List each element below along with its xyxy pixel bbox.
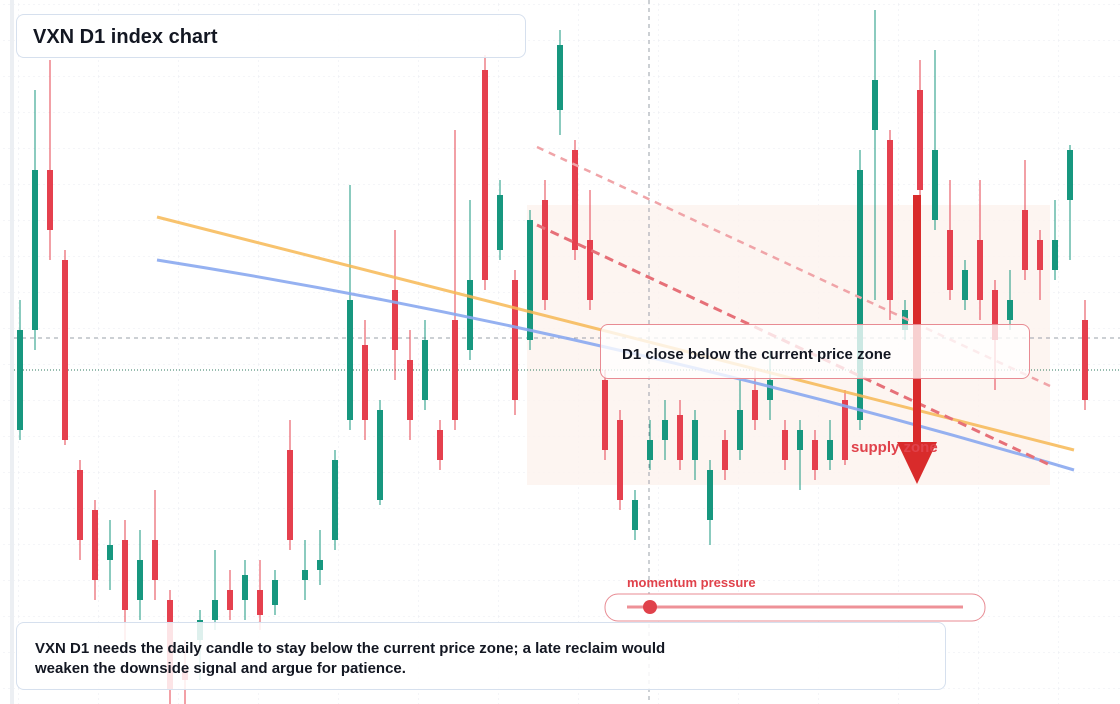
callout-text: D1 close below the current price zone (622, 346, 892, 363)
candle-body (92, 510, 98, 580)
candle-body (287, 450, 293, 540)
title-box: VXN D1 index chart (16, 14, 526, 58)
candle-body (962, 270, 968, 300)
candle-body (17, 330, 23, 430)
candle-body (722, 440, 728, 470)
candle-body (1082, 320, 1088, 400)
candle-body (917, 90, 923, 190)
candle-body (977, 240, 983, 300)
candle-body (407, 360, 413, 420)
candle-body (377, 410, 383, 500)
candle-body (557, 45, 563, 110)
candle-body (902, 310, 908, 330)
channel-lower (536, 223, 1051, 467)
candle-body (797, 430, 803, 450)
note-box: VXN D1 needs the daily candle to stay be… (16, 622, 946, 690)
candle-body (677, 415, 683, 460)
candle-body (512, 280, 518, 400)
candle-body (437, 430, 443, 460)
candle-body (527, 220, 533, 340)
candle-body (107, 545, 113, 560)
candle-body (872, 80, 878, 130)
gauge-knob (643, 600, 657, 614)
candle-body (842, 400, 848, 460)
candle-body (692, 420, 698, 460)
candle-body (272, 580, 278, 605)
candle-body (422, 340, 428, 400)
candle-body (617, 420, 623, 500)
candle-body (812, 440, 818, 470)
candle-body (587, 240, 593, 300)
candle-body (1037, 240, 1043, 270)
candle-body (1007, 300, 1013, 320)
candle-body (827, 440, 833, 460)
candle-body (77, 470, 83, 540)
callout: D1 close below the current price zone (600, 324, 1030, 379)
candle-body (137, 560, 143, 600)
candle-body (347, 300, 353, 420)
candle-body (632, 500, 638, 530)
candle-body (227, 590, 233, 610)
candle-body (737, 410, 743, 450)
candle-body (647, 440, 653, 460)
candle-body (482, 70, 488, 280)
candle-body (32, 170, 38, 330)
candle-body (332, 460, 338, 540)
candle-body (782, 430, 788, 460)
candle-body (1052, 240, 1058, 270)
candle-body (767, 380, 773, 400)
zone-label: supply zone (851, 439, 938, 456)
candle-body (752, 390, 758, 420)
arrow-head (897, 442, 937, 484)
candle-body (1067, 150, 1073, 200)
chart-title: VXN D1 index chart (33, 26, 218, 48)
candle-body (392, 290, 398, 350)
candle-body (452, 320, 458, 420)
candle-body (992, 290, 998, 340)
candle-body (947, 230, 953, 290)
candle-body (152, 540, 158, 580)
note-text: VXN D1 needs the daily candle to stay be… (35, 640, 666, 677)
candle-body (887, 140, 893, 300)
candle-body (317, 560, 323, 570)
candle-body (707, 470, 713, 520)
candle-body (542, 200, 548, 300)
candle-body (497, 195, 503, 250)
candle-body (602, 380, 608, 450)
candle-body (467, 280, 473, 350)
candle-body (302, 570, 308, 580)
candle-body (257, 590, 263, 615)
candle-body (1022, 210, 1028, 270)
candle-body (572, 150, 578, 250)
candle-body (62, 260, 68, 440)
candle-body (857, 170, 863, 420)
gauge-label: momentum pressure (627, 575, 756, 590)
candle-body (47, 170, 53, 230)
candle-body (362, 345, 368, 420)
candle-body (212, 600, 218, 620)
edge (10, 0, 14, 704)
candle-body (242, 575, 248, 600)
candle-body (932, 150, 938, 220)
candle-body (122, 540, 128, 610)
candle-body (662, 420, 668, 440)
